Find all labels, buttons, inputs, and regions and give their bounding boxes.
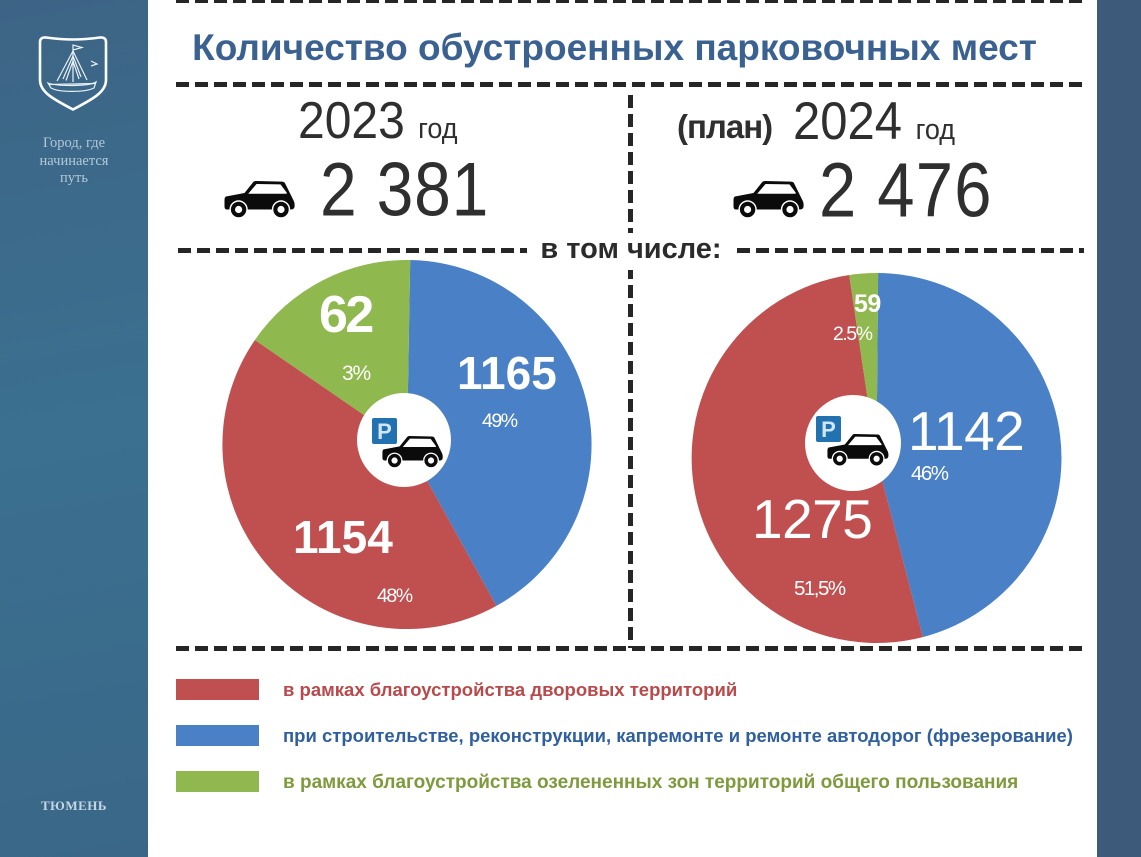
svg-text:P: P bbox=[377, 419, 392, 444]
svg-text:P: P bbox=[821, 417, 836, 442]
